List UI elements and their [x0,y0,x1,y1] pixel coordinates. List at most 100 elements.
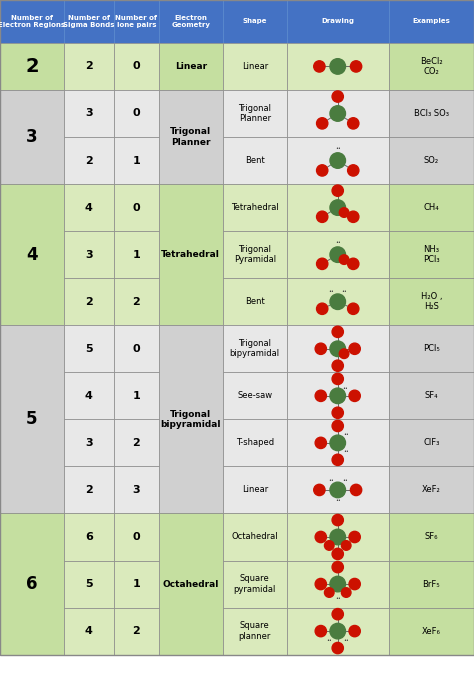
Text: SF₆: SF₆ [425,532,438,542]
Text: See-saw: See-saw [237,391,273,401]
Text: 3: 3 [85,438,93,448]
Bar [389,90,474,137]
Text: Trigonal
Planner: Trigonal Planner [170,127,211,147]
Bar [159,513,223,655]
Bar [64,184,114,231]
Bar [64,0,114,43]
Bar [287,90,389,137]
Bar [223,0,287,43]
Circle shape [347,211,359,222]
Circle shape [332,454,343,466]
Bar [114,90,159,137]
Text: 2: 2 [25,57,39,76]
Circle shape [317,211,328,222]
Text: Square
pyramidal: Square pyramidal [234,574,276,594]
Circle shape [315,626,327,637]
Text: 0: 0 [132,344,140,354]
Bar [114,231,159,278]
Bar [287,561,389,608]
Text: ••: •• [328,289,334,293]
Bar [223,43,287,90]
Circle shape [332,373,343,385]
Circle shape [330,529,346,545]
Circle shape [330,341,346,356]
Text: 0: 0 [132,109,140,118]
Bar [389,466,474,513]
Bar [114,466,159,513]
Bar [389,513,474,561]
Text: Bent: Bent [245,156,264,165]
Text: ••: •• [343,638,349,643]
Circle shape [349,390,360,401]
Text: SF₄: SF₄ [425,391,438,401]
Text: Tetrahedral: Tetrahedral [161,250,220,260]
Bar [159,0,223,43]
Bar [287,137,389,184]
Bar [389,325,474,372]
Circle shape [330,247,346,262]
Circle shape [314,61,325,72]
Circle shape [332,407,343,419]
Circle shape [339,349,349,358]
Circle shape [332,326,343,338]
Text: ••: •• [343,449,349,454]
Text: XeF₂: XeF₂ [422,485,441,495]
Bar [223,184,287,231]
Bar [0,184,64,325]
Text: H₂O ,
H₂S: H₂O , H₂S [420,292,442,311]
Circle shape [330,106,346,121]
Circle shape [330,623,346,639]
Text: Trigonal
Planner: Trigonal Planner [238,104,271,123]
Circle shape [350,484,362,495]
Text: 5: 5 [85,579,93,589]
Text: ••: •• [335,146,341,151]
Text: 4: 4 [85,391,93,401]
Text: ••: •• [343,432,349,437]
Bar [287,0,389,43]
Bar [389,137,474,184]
Circle shape [332,642,343,654]
Circle shape [315,531,327,543]
Bar [159,90,223,184]
Text: ••: •• [335,596,341,601]
Circle shape [332,561,343,573]
Bar [114,513,159,561]
Text: 0: 0 [132,532,140,542]
Text: ••: •• [341,289,347,293]
Text: 2: 2 [85,62,93,71]
Text: SO₂: SO₂ [424,156,439,165]
Text: Electron
Geometry: Electron Geometry [171,15,210,28]
Text: Octahedral: Octahedral [163,579,219,589]
Circle shape [349,343,360,354]
Bar [159,43,223,90]
Text: 5: 5 [26,410,38,428]
Circle shape [347,118,359,129]
Bar [114,278,159,325]
Circle shape [315,579,327,590]
Bar [114,137,159,184]
Bar [389,372,474,419]
Bar [287,608,389,655]
Bar [223,513,287,561]
Text: 3: 3 [26,128,38,146]
Circle shape [317,118,328,129]
Circle shape [332,548,343,560]
Bar [64,466,114,513]
Bar [389,608,474,655]
Bar [287,372,389,419]
Circle shape [330,200,346,215]
Bar [223,466,287,513]
Bar [223,325,287,372]
Circle shape [332,185,343,197]
Text: Trigonal
Pyramidal: Trigonal Pyramidal [234,245,276,264]
Text: XeF₆: XeF₆ [422,626,441,636]
Text: CH₄: CH₄ [423,203,439,212]
Bar [287,184,389,231]
Text: ••: •• [335,240,341,245]
Circle shape [341,588,351,597]
Bar [114,608,159,655]
Bar [223,372,287,419]
Bar [389,561,474,608]
Bar [64,419,114,466]
Circle shape [317,303,328,314]
